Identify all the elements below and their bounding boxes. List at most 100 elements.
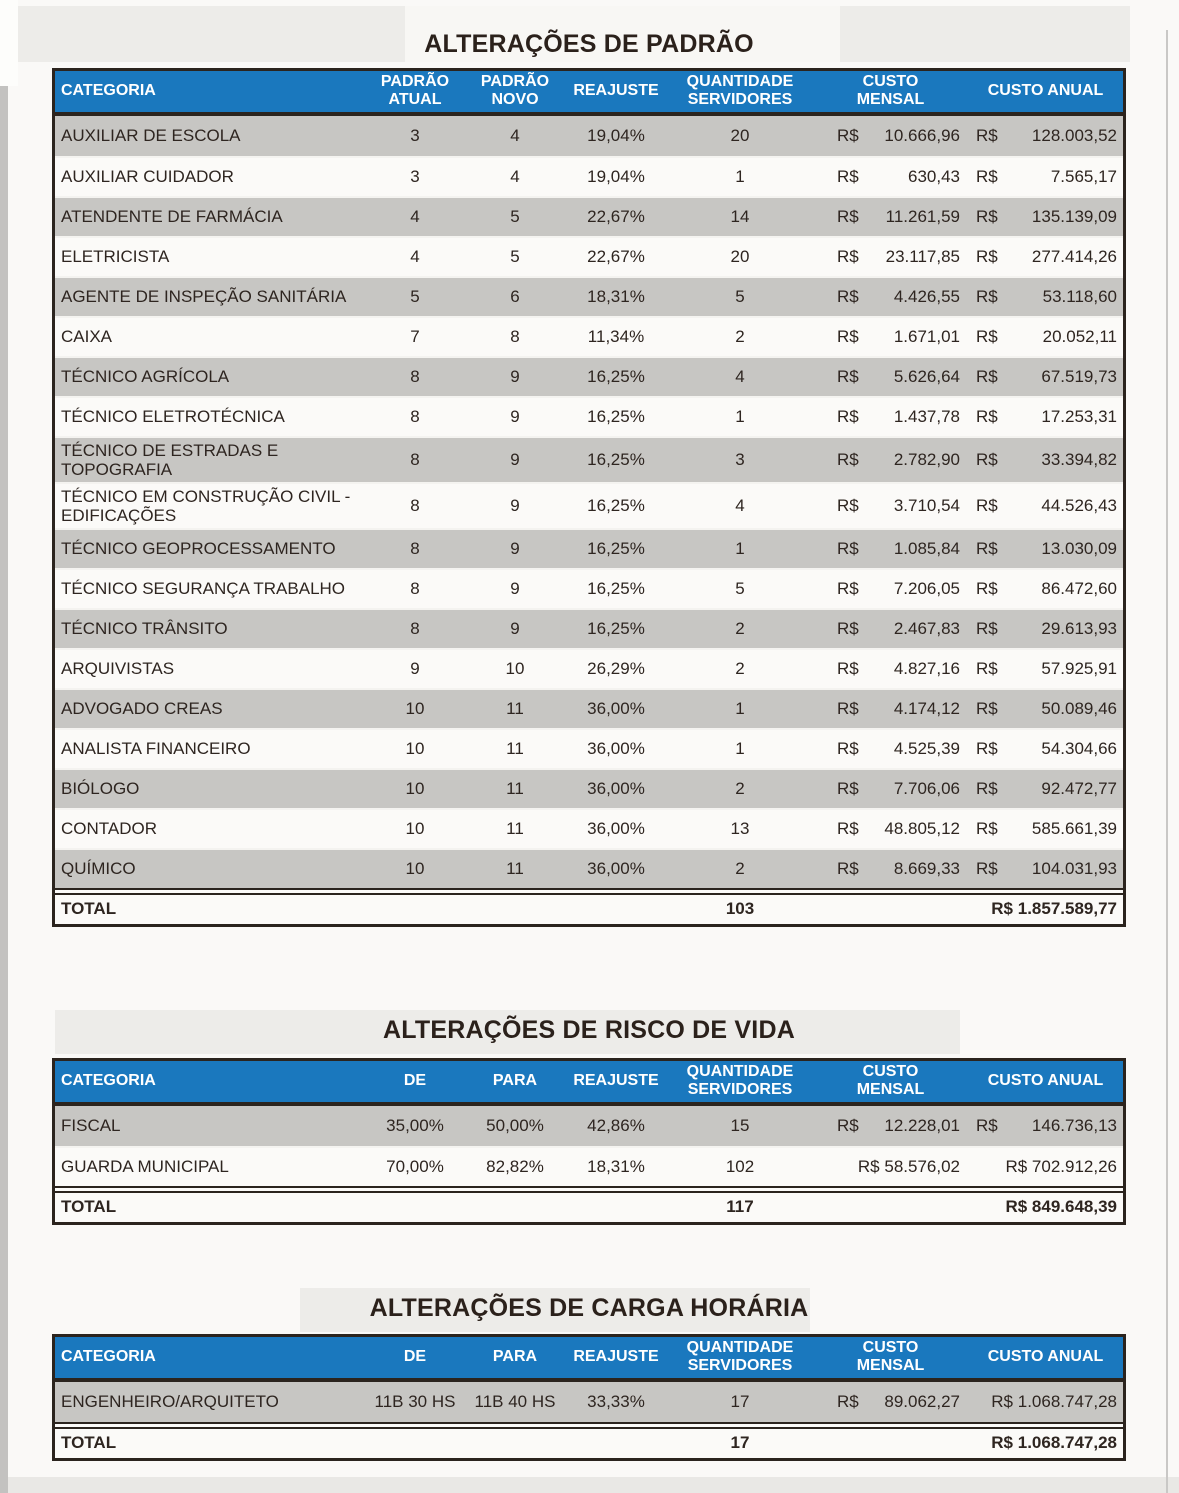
table-row: CAIXA 7 8 11,34% 2 R$ 1.671,01 R$ 20.052,11 xyxy=(55,315,1123,356)
cell-categoria: AUXILIAR DE ESCOLA xyxy=(61,126,241,146)
column-header: PADRÃO ATUAL xyxy=(380,73,450,109)
table-title-carga-horaria: ALTERAÇÕES DE CARGA HORÁRIA xyxy=(369,1294,809,1322)
amount: 2.782,90 xyxy=(893,450,960,470)
currency-symbol: R$ xyxy=(837,450,859,470)
cell-custo-mensal: R$ 7.706,06 xyxy=(813,779,968,798)
cell-para-novo: 9 xyxy=(510,619,520,639)
cell-quantidade-servidores: 1 xyxy=(735,167,745,187)
currency-symbol: R$ xyxy=(976,539,998,559)
cell-categoria: CONTADOR xyxy=(61,819,158,839)
cell-custo-mensal: R$ 1.437,78 xyxy=(813,407,968,426)
total-custo-anual: R$ 849.648,39 xyxy=(1005,1197,1117,1217)
cell-para-novo: 11 xyxy=(506,819,524,839)
currency-symbol: R$ xyxy=(976,579,998,599)
cell-reajuste: 16,25% xyxy=(587,367,645,387)
cell-categoria: AGENTE DE INSPEÇÃO SANITÁRIA xyxy=(61,287,347,307)
page-edge-line-right xyxy=(1166,30,1168,1493)
cell-quantidade-servidores: 13 xyxy=(730,819,750,839)
total-label: TOTAL xyxy=(61,1433,117,1453)
table-body: FISCAL 35,00% 50,00% 42,86% 15 R$ 12.228,01 R$ 1… xyxy=(55,1105,1123,1186)
currency-symbol: R$ xyxy=(837,327,859,347)
cell-custo-anual: R$ 57.925,91 xyxy=(968,659,1123,678)
cell-quantidade-servidores: 1 xyxy=(735,407,745,427)
cell-categoria: AUXILIAR CUIDADOR xyxy=(61,167,234,187)
total-custo-anual: R$ 1.857.589,77 xyxy=(991,899,1117,919)
amount: 4.827,16 xyxy=(893,659,960,679)
table-row: QUÍMICO 10 11 36,00% 2 R$ 8.669,33 R$ 104.031,93 xyxy=(55,847,1123,888)
amount: 135.139,09 xyxy=(1031,207,1117,227)
cell-reajuste: 19,04% xyxy=(587,126,645,146)
cell-categoria: ADVOGADO CREAS xyxy=(61,699,223,719)
column-header: CATEGORIA xyxy=(61,1348,156,1366)
cell-para-novo: 5 xyxy=(510,207,520,227)
cell-reajuste: 42,86% xyxy=(587,1116,645,1136)
cell-quantidade-servidores: 4 xyxy=(735,367,745,387)
cell-custo-anual: R$ 53.118,60 xyxy=(968,287,1123,306)
table-row: FISCAL 35,00% 50,00% 42,86% 15 R$ 12.228,01 R$ 1… xyxy=(55,1105,1123,1146)
column-header: PARA xyxy=(492,1348,538,1366)
cell-de-atual: 10 xyxy=(405,819,425,839)
cell-custo-mensal: R$ 10.666,96 xyxy=(813,126,968,145)
cell-custo-mensal: R$ 1.085,84 xyxy=(813,539,968,558)
cell-custo-mensal: R$ 2.782,90 xyxy=(813,450,968,469)
total-quantidade-servidores: 17 xyxy=(730,1433,750,1453)
cell-categoria: GUARDA MUNICIPAL xyxy=(61,1157,229,1177)
cell-custo-anual: R$ 33.394,82 xyxy=(968,450,1123,469)
cell-de-atual: 35,00% xyxy=(386,1116,444,1136)
amount: 89.062,27 xyxy=(884,1392,960,1412)
table-header-row: CATEGORIA PADRÃO ATUAL PADRÃO NOVO REAJUSTE… xyxy=(55,71,1123,116)
cell-custo-mensal: R$ 12.228,01 xyxy=(813,1116,968,1135)
cell-para-novo: 9 xyxy=(510,579,520,599)
cell-para-novo: 11 xyxy=(506,739,524,759)
amount: 54.304,66 xyxy=(1041,739,1117,759)
cell-custo-anual: R$ 86.472,60 xyxy=(968,579,1123,598)
currency-symbol: R$ xyxy=(837,779,859,799)
cell-para-novo: 9 xyxy=(510,450,520,470)
currency-symbol: R$ xyxy=(837,126,859,146)
column-header: CUSTO ANUAL xyxy=(987,1072,1104,1090)
cell-quantidade-servidores: 3 xyxy=(735,450,745,470)
cell-custo-anual: R$ 277.414,26 xyxy=(968,247,1123,266)
cell-quantidade-servidores: 15 xyxy=(730,1116,750,1136)
currency-symbol: R$ xyxy=(837,579,859,599)
column-header: PARA xyxy=(492,1072,538,1090)
table-header-row: CATEGORIA DE PARA REAJUSTE QUANTIDADE SERVID… xyxy=(55,1337,1123,1382)
cell-categoria: TÉCNICO DE ESTRADAS E TOPOGRAFIA xyxy=(61,440,279,479)
cell-de-atual: 8 xyxy=(410,579,420,599)
cell-categoria: ANALISTA FINANCEIRO xyxy=(61,739,251,759)
cell-custo-mensal: R$ 8.669,33 xyxy=(813,859,968,878)
cell-para-novo: 9 xyxy=(510,539,520,559)
cell-custo-mensal: R$ 2.467,83 xyxy=(813,619,968,638)
amount: 67.519,73 xyxy=(1041,367,1117,387)
cell-quantidade-servidores: 5 xyxy=(735,579,745,599)
amount: 1.437,78 xyxy=(893,407,960,427)
currency-symbol: R$ xyxy=(837,1392,859,1412)
table-total-row: TOTAL 17 R$ 1.068.747,28 xyxy=(55,1421,1123,1458)
cell-custo-mensal: R$ 23.117,85 xyxy=(813,247,968,266)
table-body: AUXILIAR DE ESCOLA 3 4 19,04% 20 R$ 10.666,96 R… xyxy=(55,115,1123,888)
column-header: REAJUSTE xyxy=(573,82,659,100)
cell-de-atual: 9 xyxy=(410,659,420,679)
cell-quantidade-servidores: 2 xyxy=(735,859,745,879)
table-row: AGENTE DE INSPEÇÃO SANITÁRIA 5 6 18,31% 5 R$ 4… xyxy=(55,275,1123,316)
currency-symbol: R$ xyxy=(837,859,859,879)
cell-custo-anual: R$ 50.089,46 xyxy=(968,699,1123,718)
table-row: ADVOGADO CREAS 10 11 36,00% 1 R$ 4.174,12 R$ 50.… xyxy=(55,687,1123,728)
total-quantidade-servidores: 117 xyxy=(726,1197,754,1217)
column-header: CATEGORIA xyxy=(61,82,156,100)
amount: 8.669,33 xyxy=(893,859,960,879)
column-header: CUSTO MENSAL xyxy=(856,73,925,109)
table-body: ENGENHEIRO/ARQUITETO 11B 30 HS 11B 40 HS 33… xyxy=(55,1381,1123,1422)
cell-categoria: TÉCNICO EM CONSTRUÇÃO CIVIL - EDIFICAÇÕE… xyxy=(61,486,351,525)
table-row: ATENDENTE DE FARMÁCIA 4 5 22,67% 14 R$ 11.261,… xyxy=(55,195,1123,236)
cell-para-novo: 82,82% xyxy=(486,1157,544,1177)
cell-quantidade-servidores: 20 xyxy=(730,126,750,146)
cell-categoria: ENGENHEIRO/ARQUITETO xyxy=(61,1392,279,1412)
table-alteracoes-carga-horaria: CATEGORIA DE PARA REAJUSTE QUANTIDADE SERVID… xyxy=(52,1334,1126,1461)
total-label: TOTAL xyxy=(61,1197,117,1217)
page-corner-notch xyxy=(0,0,18,86)
cell-custo-anual: R$ 92.472,77 xyxy=(968,779,1123,798)
cell-para-novo: 5 xyxy=(510,247,520,267)
table-row: TÉCNICO GEOPROCESSAMENTO 8 9 16,25% 1 R$ 1.085… xyxy=(55,527,1123,568)
cell-quantidade-servidores: 5 xyxy=(735,287,745,307)
